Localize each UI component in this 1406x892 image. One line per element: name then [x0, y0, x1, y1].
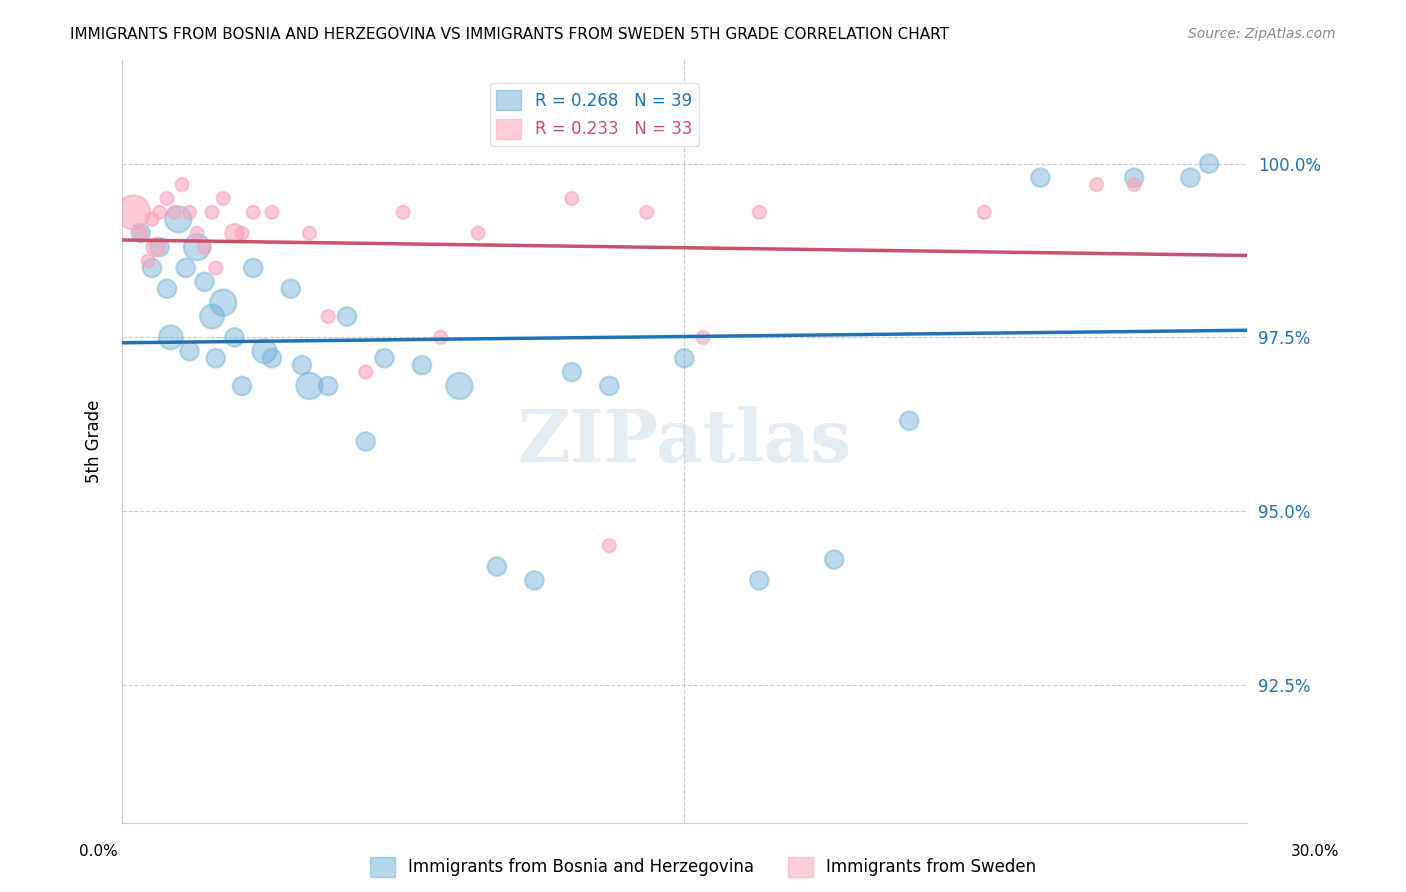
- Point: [316, 310, 339, 324]
- Point: [673, 351, 696, 366]
- Point: [748, 205, 770, 219]
- Text: 0.0%: 0.0%: [79, 845, 118, 859]
- Point: [179, 205, 201, 219]
- Point: [1123, 170, 1146, 185]
- Point: [260, 351, 283, 366]
- Point: [485, 559, 508, 574]
- Point: [156, 192, 179, 206]
- Text: IMMIGRANTS FROM BOSNIA AND HERZEGOVINA VS IMMIGRANTS FROM SWEDEN 5TH GRADE CORRE: IMMIGRANTS FROM BOSNIA AND HERZEGOVINA V…: [70, 27, 949, 42]
- Point: [373, 351, 395, 366]
- Legend: Immigrants from Bosnia and Herzegovina, Immigrants from Sweden: Immigrants from Bosnia and Herzegovina, …: [363, 850, 1043, 884]
- Point: [212, 192, 235, 206]
- Point: [1085, 178, 1108, 192]
- Point: [561, 365, 583, 379]
- Point: [156, 282, 179, 296]
- Point: [204, 260, 226, 275]
- Point: [141, 260, 163, 275]
- Point: [449, 379, 471, 393]
- Legend: R = 0.268   N = 39, R = 0.233   N = 33: R = 0.268 N = 39, R = 0.233 N = 33: [489, 83, 699, 145]
- Point: [467, 226, 489, 240]
- Point: [336, 310, 359, 324]
- Text: Source: ZipAtlas.com: Source: ZipAtlas.com: [1188, 27, 1336, 41]
- Point: [692, 330, 714, 344]
- Point: [186, 240, 208, 254]
- Point: [129, 226, 152, 240]
- Point: [280, 282, 302, 296]
- Point: [122, 205, 145, 219]
- Point: [411, 358, 433, 372]
- Point: [1180, 170, 1202, 185]
- Point: [748, 574, 770, 588]
- Point: [298, 379, 321, 393]
- Point: [224, 226, 246, 240]
- Y-axis label: 5th Grade: 5th Grade: [86, 400, 103, 483]
- Point: [231, 379, 253, 393]
- Point: [316, 379, 339, 393]
- Point: [186, 226, 208, 240]
- Point: [354, 365, 377, 379]
- Point: [231, 226, 253, 240]
- Point: [598, 539, 620, 553]
- Text: ZIPatlas: ZIPatlas: [517, 406, 852, 477]
- Point: [429, 330, 451, 344]
- Point: [170, 178, 193, 192]
- Point: [179, 344, 201, 359]
- Point: [201, 310, 224, 324]
- Point: [204, 351, 226, 366]
- Point: [823, 552, 845, 566]
- Point: [898, 414, 921, 428]
- Point: [129, 226, 152, 240]
- Point: [242, 205, 264, 219]
- Point: [598, 379, 620, 393]
- Point: [298, 226, 321, 240]
- Point: [354, 434, 377, 449]
- Point: [253, 344, 276, 359]
- Point: [523, 574, 546, 588]
- Point: [224, 330, 246, 344]
- Point: [973, 205, 995, 219]
- Point: [561, 192, 583, 206]
- Point: [193, 240, 215, 254]
- Point: [212, 295, 235, 310]
- Point: [167, 212, 190, 227]
- Text: 30.0%: 30.0%: [1291, 845, 1339, 859]
- Point: [136, 254, 159, 268]
- Point: [392, 205, 415, 219]
- Point: [1029, 170, 1052, 185]
- Point: [1198, 157, 1220, 171]
- Point: [636, 205, 658, 219]
- Point: [242, 260, 264, 275]
- Point: [145, 240, 167, 254]
- Point: [159, 330, 181, 344]
- Point: [148, 205, 170, 219]
- Point: [260, 205, 283, 219]
- Point: [193, 275, 215, 289]
- Point: [141, 212, 163, 227]
- Point: [174, 260, 197, 275]
- Point: [1123, 178, 1146, 192]
- Point: [163, 205, 186, 219]
- Point: [148, 240, 170, 254]
- Point: [291, 358, 314, 372]
- Point: [201, 205, 224, 219]
